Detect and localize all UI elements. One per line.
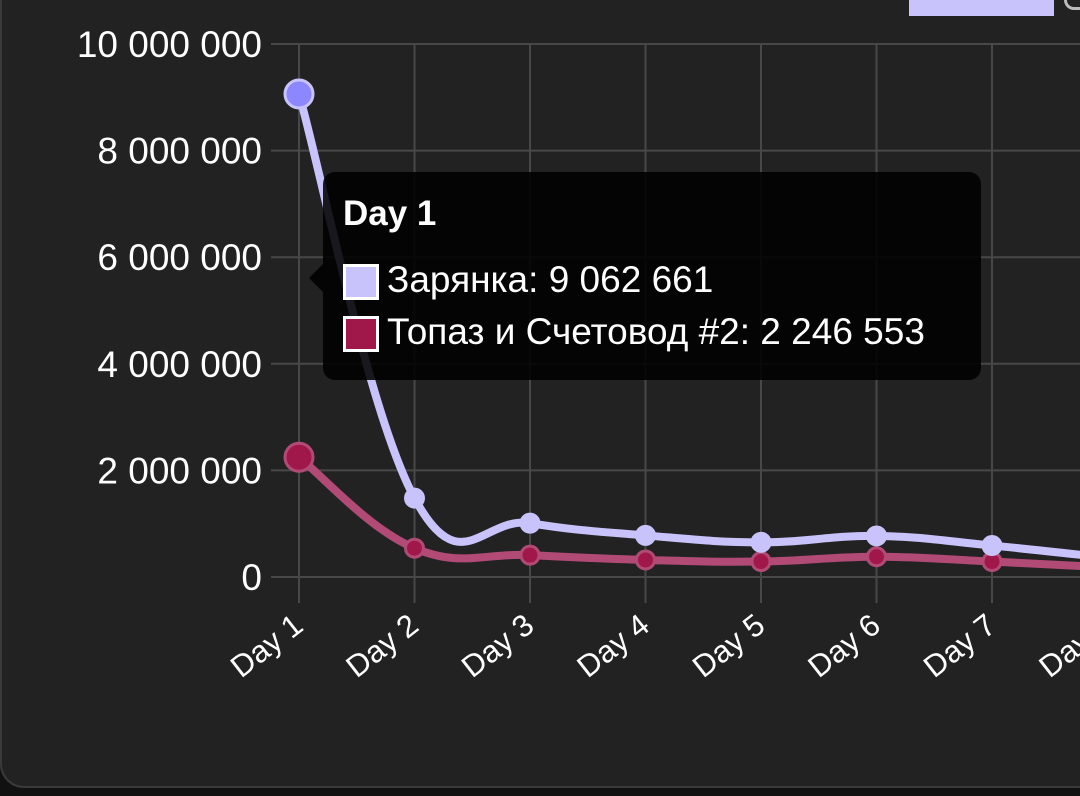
tooltip-title: Day 1 bbox=[343, 194, 437, 233]
x-tick-label: Day 1 bbox=[224, 607, 309, 684]
tooltip-arrow bbox=[309, 264, 323, 292]
y-tick-label: 10 000 000 bbox=[77, 24, 262, 65]
tooltip-swatch-topaz bbox=[343, 316, 379, 352]
data-point-zaryanka[interactable] bbox=[404, 487, 425, 509]
x-tick-label: Day 8 bbox=[1032, 607, 1080, 684]
data-point-topaz[interactable] bbox=[283, 441, 315, 473]
series-group bbox=[283, 78, 1080, 573]
y-tick-label: 8 000 000 bbox=[97, 131, 262, 172]
data-point-zaryanka[interactable] bbox=[519, 512, 541, 534]
data-point-topaz[interactable] bbox=[404, 537, 425, 559]
y-tick-label: 6 000 000 bbox=[97, 237, 262, 278]
x-tick-label: Day 4 bbox=[570, 607, 655, 684]
tooltip-row-label: Зарянка: 9 062 661 bbox=[387, 259, 714, 300]
x-tick-label: Day 7 bbox=[917, 607, 1002, 684]
data-point-topaz[interactable] bbox=[750, 551, 772, 573]
data-tooltip: Day 1 Зарянка: 9 062 661 Топаз и Счетово… bbox=[309, 172, 981, 380]
tooltip-swatch-zaryanka bbox=[343, 264, 379, 300]
legend-item-edge[interactable] bbox=[1064, 0, 1080, 10]
data-point-zaryanka[interactable] bbox=[866, 525, 887, 547]
y-tick-label: 4 000 000 bbox=[97, 344, 262, 385]
data-point-zaryanka[interactable] bbox=[635, 524, 656, 546]
x-tick-label: Day 5 bbox=[686, 607, 771, 684]
x-tick-label: Day 3 bbox=[455, 607, 540, 684]
data-point-zaryanka[interactable] bbox=[750, 531, 772, 553]
x-axis: Day 1 Day 2 Day 3 Day 4 Day 5 Day 6 Day 7 Day 8 bbox=[224, 607, 1080, 684]
data-point-topaz[interactable] bbox=[866, 546, 887, 568]
data-point-topaz[interactable] bbox=[635, 549, 656, 571]
tooltip-row-label: Топаз и Счетовод #2: 2 246 553 bbox=[387, 311, 925, 352]
legend-swatch-zaryanka[interactable] bbox=[909, 0, 1054, 16]
data-point-zaryanka[interactable] bbox=[981, 535, 1003, 557]
tooltip-row-zaryanka: Зарянка: 9 062 661 bbox=[343, 254, 961, 306]
x-tick-label: Day 6 bbox=[801, 607, 886, 684]
x-tick-label: Day 2 bbox=[339, 607, 424, 684]
y-tick-label: 2 000 000 bbox=[97, 450, 262, 491]
tooltip-row-topaz: Топаз и Счетовод #2: 2 246 553 bbox=[343, 306, 961, 358]
y-tick-label: 0 bbox=[241, 557, 262, 598]
y-axis: 0 2 000 000 4 000 000 6 000 000 8 000 000 10 … bbox=[77, 24, 262, 598]
data-point-topaz[interactable] bbox=[519, 544, 541, 566]
data-point-zaryanka[interactable] bbox=[283, 78, 315, 110]
